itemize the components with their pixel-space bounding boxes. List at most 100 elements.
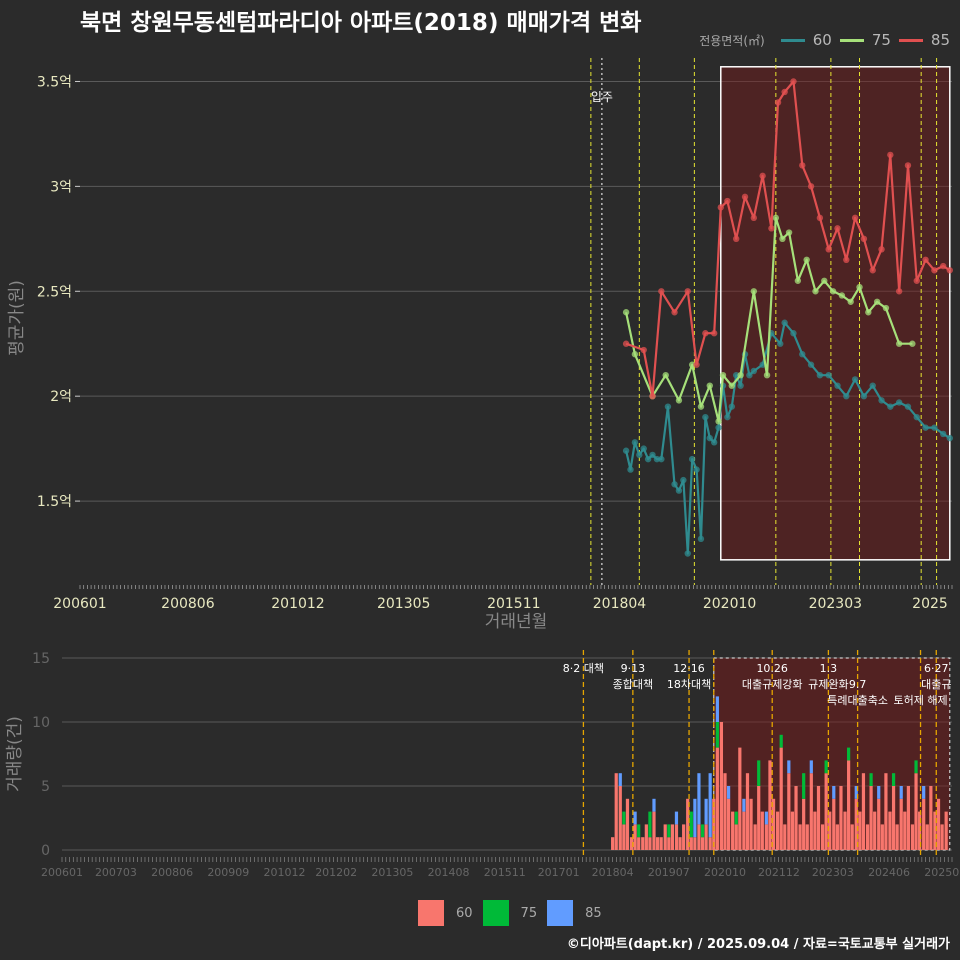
volume-bar-60: [753, 824, 757, 850]
volume-bar-60: [903, 811, 907, 850]
volume-bar-60: [618, 786, 622, 850]
legend-title: 전용면적(㎡): [699, 33, 765, 48]
volume-x-tick-label: 201012: [264, 866, 306, 879]
volume-bar-75: [824, 760, 828, 774]
volume-bar-60: [925, 824, 929, 850]
volume-bar-75: [700, 824, 705, 838]
volume-legend-swatch-60: [418, 900, 444, 926]
volume-bar-85: [652, 798, 656, 812]
volume-x-tick-label: 202303: [812, 866, 854, 879]
volume-bar-60: [858, 811, 862, 850]
volume-bar-85: [708, 773, 712, 838]
volume-bar-85: [922, 786, 926, 799]
volume-bar-60: [726, 798, 731, 850]
volume-bar-60: [738, 747, 742, 850]
volume-bar-60: [802, 798, 806, 850]
volume-bar-60: [895, 824, 899, 850]
volume-bar-75: [667, 824, 671, 838]
volume-bar-60: [749, 798, 753, 850]
volume-x-tick-label: 200806: [151, 866, 193, 879]
volume-bar-60: [633, 824, 637, 850]
volume-bar-85: [764, 811, 768, 825]
volume-bar-60: [667, 837, 671, 850]
volume-bar-85: [674, 811, 679, 825]
volume-bar-60: [794, 786, 798, 850]
volume-bar-60: [824, 773, 828, 850]
volume-bar-60: [847, 760, 851, 850]
volume-bar-75: [914, 760, 918, 774]
x-axis-label: 거래년월: [485, 612, 548, 632]
volume-bar-60: [715, 747, 719, 850]
volume-bar-85: [633, 811, 637, 825]
volume-bar-75: [689, 811, 693, 838]
volume-bar-60: [641, 837, 645, 850]
volume-bar-75: [869, 773, 873, 786]
volume-bar-60: [922, 798, 926, 850]
volume-x-tick-label: 201701: [538, 866, 580, 879]
chart-legend: 전용면적(㎡) 60 75 85: [699, 31, 950, 49]
volume-bar-60: [779, 747, 783, 850]
source-credit: ©디아파트(dapt.kr) / 2025.09.04 / 자료=국토교통부 실…: [566, 937, 950, 952]
volume-bar-60: [742, 811, 746, 850]
volume-bar-60: [771, 798, 776, 850]
volume-bar-75: [648, 811, 652, 838]
volume-x-tick-label: 200703: [95, 866, 137, 879]
volume-y-tick-label: 15: [32, 651, 50, 667]
volume-bar-60: [790, 811, 795, 850]
volume-bar-60: [731, 811, 735, 850]
series-line-75: [625, 216, 913, 423]
policy-annotation: 특례대출축소: [827, 694, 888, 707]
volume-bar-75: [757, 760, 761, 786]
policy-annotation: 18차대책: [667, 678, 711, 691]
volume-bar-60: [891, 786, 896, 850]
policy-annotation: 종합대책: [613, 678, 653, 691]
volume-bar-60: [712, 798, 716, 850]
volume-bar-60: [798, 824, 802, 850]
volume-bar-75: [847, 747, 851, 761]
x-tick-label: 202303: [809, 596, 862, 612]
volume-bar-60: [689, 837, 693, 850]
volume-bar-60: [768, 760, 772, 850]
volume-x-tick-label: 202112: [758, 866, 800, 879]
volume-bar-60: [708, 837, 712, 850]
data-point-75: [622, 309, 630, 316]
volume-legend-item-85: 85: [547, 900, 602, 926]
volume-highlight-box: [713, 657, 951, 851]
x-tick-label: 201804: [593, 596, 647, 612]
volume-bar-85: [726, 786, 731, 799]
volume-x-tick-label: 201305: [371, 866, 413, 879]
volume-bar-60: [787, 773, 791, 850]
volume-x-tick-label: 201511: [484, 866, 526, 879]
volume-bar-60: [614, 773, 618, 850]
volume-bar-60: [648, 837, 652, 850]
volume-bar-60: [861, 773, 866, 850]
legend-item-85: 85: [898, 31, 950, 49]
y-tick-label: 2억: [50, 389, 72, 405]
volume-x-tick-label: 201907: [648, 866, 690, 879]
x-tick-label: 202010: [703, 596, 756, 612]
policy-annotation: 8·2 대책: [563, 662, 604, 675]
volume-bar-85: [832, 786, 836, 799]
volume-bar-60: [839, 786, 843, 850]
legend-label-60: 60: [812, 31, 832, 49]
volume-legend-item-60: 60: [418, 900, 473, 926]
volume-bar-60: [678, 837, 682, 850]
volume-bar-60: [813, 811, 817, 850]
volume-bar-85: [787, 760, 791, 774]
y-tick-label: 3억: [50, 179, 72, 195]
volume-bar-85: [854, 786, 858, 799]
volume-legend-swatch-85: [547, 900, 574, 926]
volume-bar-60: [652, 811, 656, 850]
volume-bar-60: [805, 824, 809, 850]
volume-bar-60: [775, 811, 780, 850]
volume-legend-label-85: 85: [585, 905, 602, 921]
volume-bar-60: [832, 798, 836, 850]
volume-bar-60: [877, 798, 881, 850]
volume-legend-label-60: 60: [456, 905, 473, 921]
volume-bar-60: [918, 811, 922, 850]
volume-legend-item-75: 75: [482, 900, 537, 926]
x-tick-label: 2025: [912, 596, 948, 612]
volume-bar-60: [686, 798, 690, 850]
policy-annotation: 9.7: [849, 678, 867, 691]
